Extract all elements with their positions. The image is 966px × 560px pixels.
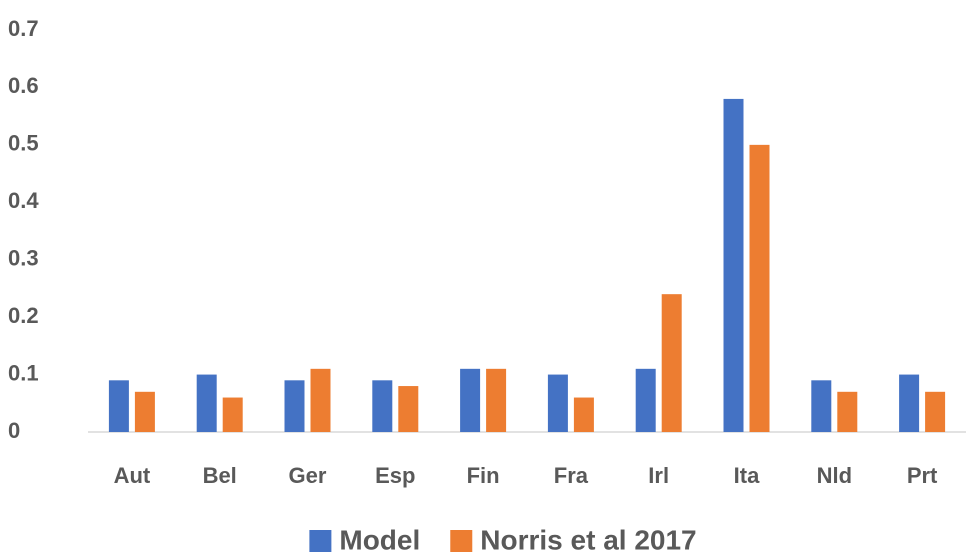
bar: [222, 397, 243, 432]
bar: [899, 374, 920, 432]
bar: [398, 386, 419, 432]
y-tick-label: 0.5: [8, 131, 39, 156]
y-tick-label: 0.2: [8, 303, 39, 328]
x-tick-label: Bel: [203, 463, 237, 488]
x-tick-label: Prt: [907, 463, 938, 488]
bar: [661, 294, 682, 432]
bar: [723, 98, 744, 433]
y-tick-label: 0.6: [8, 73, 39, 98]
x-tick-label: Ger: [289, 463, 327, 488]
bar: [372, 380, 393, 432]
bar: [284, 380, 305, 432]
bar: [749, 144, 770, 432]
y-tick-label: 0: [8, 418, 20, 443]
bar: [108, 380, 129, 432]
bar: [460, 368, 481, 432]
bar: [196, 374, 217, 432]
legend-swatch: [450, 530, 473, 552]
x-tick-label: Irl: [648, 463, 669, 488]
bar: [547, 374, 568, 432]
x-tick-label: Fra: [554, 463, 589, 488]
legend-swatch: [309, 530, 332, 552]
bar: [925, 391, 946, 432]
bar: [635, 368, 656, 432]
legend-label: Norris et al 2017: [480, 524, 696, 555]
y-tick-label: 0.1: [8, 360, 39, 385]
x-tick-label: Nld: [817, 463, 852, 488]
x-tick-label: Fin: [467, 463, 500, 488]
bar: [134, 391, 155, 432]
x-tick-label: Esp: [375, 463, 415, 488]
legend-label: Model: [339, 524, 420, 555]
bar: [310, 368, 331, 432]
x-tick-label: Ita: [734, 463, 760, 488]
y-tick-label: 0.4: [8, 188, 39, 213]
y-tick-label: 0.7: [8, 16, 39, 41]
bar: [573, 397, 594, 432]
bar: [486, 368, 507, 432]
y-tick-label: 0.3: [8, 246, 39, 271]
bar: [837, 391, 858, 432]
bar: [811, 380, 832, 432]
x-tick-label: Aut: [114, 463, 151, 488]
